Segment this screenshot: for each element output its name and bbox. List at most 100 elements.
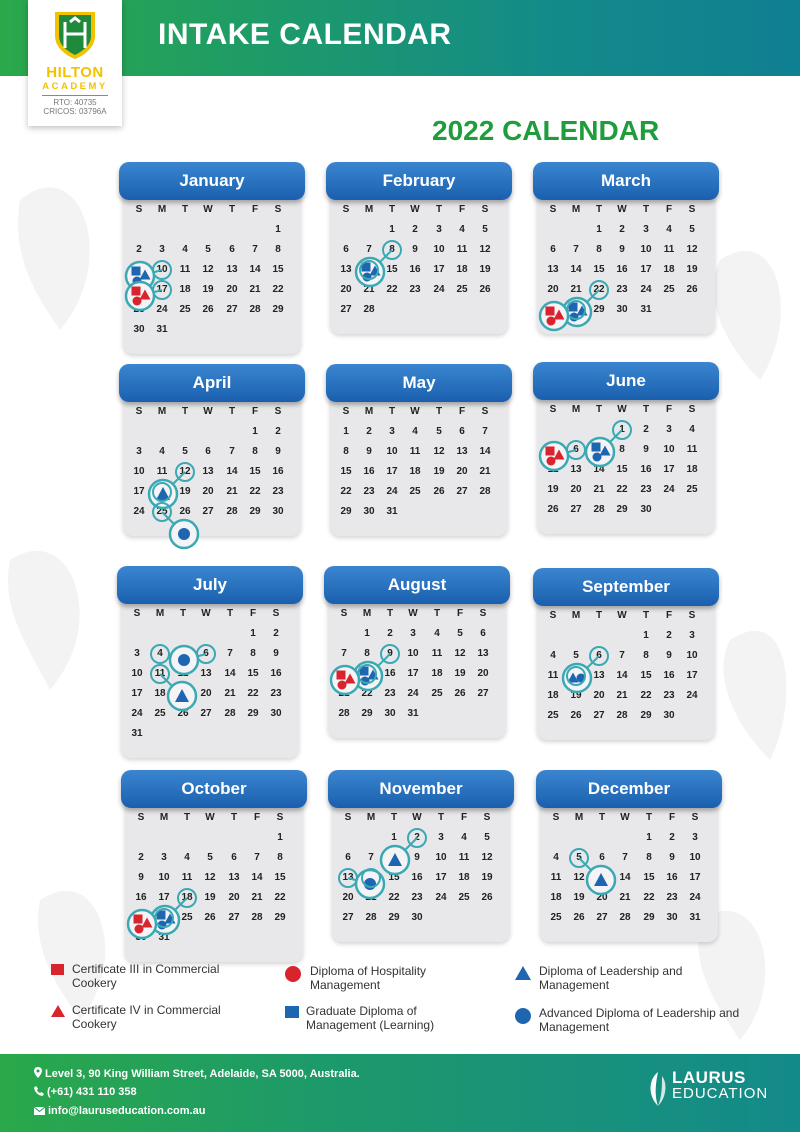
day-cell: 31 (158, 932, 170, 943)
day-cell: 6 (480, 628, 486, 639)
day-cell: 24 (640, 284, 652, 295)
day-cell: 27 (477, 688, 489, 699)
weekday-header: M (362, 608, 372, 619)
day-cell: 7 (366, 244, 372, 255)
weekday-header: S (549, 204, 557, 215)
day-cell: 6 (596, 650, 602, 661)
weekday-header: S (342, 406, 350, 417)
day-cell: 10 (156, 264, 168, 275)
day-cell: 26 (479, 284, 491, 295)
day-cell: 23 (270, 688, 282, 699)
day-cell: 7 (227, 648, 233, 659)
blue-triangle-icon (175, 689, 189, 702)
day-cell: 26 (573, 912, 585, 923)
rto-number: RTO: 40735 (53, 98, 97, 107)
day-cell: 26 (433, 486, 445, 497)
day-cell: 22 (247, 688, 259, 699)
day-cell: 21 (570, 284, 582, 295)
day-cell: 24 (131, 708, 143, 719)
day-cell: 2 (387, 628, 393, 639)
day-cell: 2 (643, 424, 649, 435)
day-cell: 1 (275, 224, 281, 235)
day-cell: 1 (343, 426, 349, 437)
day-cell: 16 (384, 668, 396, 679)
weekday-header: M (366, 812, 376, 823)
day-cell: 4 (461, 832, 467, 843)
day-cell: 2 (669, 832, 675, 843)
day-cell: 1 (643, 630, 649, 641)
weekday-header: W (410, 204, 420, 215)
day-cell: 27 (202, 506, 214, 517)
day-cell: 20 (228, 892, 240, 903)
day-cell: 21 (226, 486, 238, 497)
blue-square-icon (156, 910, 166, 920)
day-cell: 5 (207, 852, 213, 863)
day-cell: 23 (272, 486, 284, 497)
intake-date-ring (569, 848, 589, 868)
day-cell: 4 (412, 426, 418, 437)
legend-label: Diploma of Hospitality Management (310, 964, 427, 992)
calendar-title: 2022 CALENDAR (432, 115, 660, 146)
weekday-header: S (479, 608, 487, 619)
day-cell: 16 (363, 466, 375, 477)
intake-course-bubble (329, 664, 361, 696)
day-cell: 3 (389, 426, 395, 437)
weekday-header: F (456, 608, 464, 619)
weekday-header: W (205, 812, 215, 823)
day-cell: 15 (593, 264, 605, 275)
day-cell: 14 (226, 466, 238, 477)
day-cell: 16 (272, 466, 284, 477)
day-cell: 13 (477, 648, 489, 659)
blue-square-icon (131, 266, 141, 276)
weekday-header: T (181, 406, 189, 417)
day-cell: 21 (479, 466, 491, 477)
day-cell: 16 (663, 670, 675, 681)
day-cell: 27 (593, 710, 605, 721)
weekday-header: T (228, 204, 236, 215)
day-cell: 22 (274, 892, 286, 903)
intake-course-bubble (538, 440, 570, 472)
day-cell: 19 (204, 892, 216, 903)
day-cell: 20 (226, 284, 238, 295)
day-cell: 20 (340, 284, 352, 295)
red-triangle-icon (553, 309, 565, 320)
weekday-header: S (344, 812, 352, 823)
weekday-header: T (181, 204, 189, 215)
weekday-header: M (571, 404, 581, 415)
weekday-header: W (620, 812, 630, 823)
footer-email[interactable]: info@lauruseducation.com.au (33, 1105, 206, 1117)
day-cell: 20 (593, 690, 605, 701)
footer-phone[interactable]: (+61) 431 110 358 (34, 1086, 137, 1098)
day-cell: 24 (435, 892, 447, 903)
month-card (330, 184, 508, 334)
red-circle-icon (546, 316, 556, 326)
intake-date-ring (589, 280, 609, 300)
email-text: info@lauruseducation.com.au (48, 1105, 206, 1117)
month-september: SeptemberSMTWTFS123456789101112131415161… (533, 568, 719, 740)
day-cell: 6 (550, 244, 556, 255)
day-cell: 13 (456, 446, 468, 457)
red-square-icon (545, 446, 555, 456)
weekday-header: T (435, 204, 443, 215)
day-cell: 18 (663, 264, 675, 275)
day-cell: 2 (366, 426, 372, 437)
weekday-header: F (253, 812, 261, 823)
day-cell: 1 (277, 832, 283, 843)
day-cell: 16 (270, 668, 282, 679)
day-cell: 14 (593, 464, 605, 475)
day-cell: 6 (231, 852, 237, 863)
intake-date-ring (175, 462, 195, 482)
day-cell: 27 (456, 486, 468, 497)
weekday-header: T (642, 404, 650, 415)
legend-label: Certificate IV in Commercial Cookery (72, 1003, 221, 1031)
day-cell: 30 (272, 506, 284, 517)
intake-course-bubble (126, 908, 158, 940)
day-cell: 26 (177, 708, 189, 719)
day-cell: 24 (689, 892, 701, 903)
day-cell: 11 (179, 264, 191, 275)
weekday-header: S (135, 406, 143, 417)
day-cell: 13 (342, 872, 354, 883)
day-cell: 23 (640, 484, 652, 495)
day-cell: 29 (272, 304, 284, 315)
